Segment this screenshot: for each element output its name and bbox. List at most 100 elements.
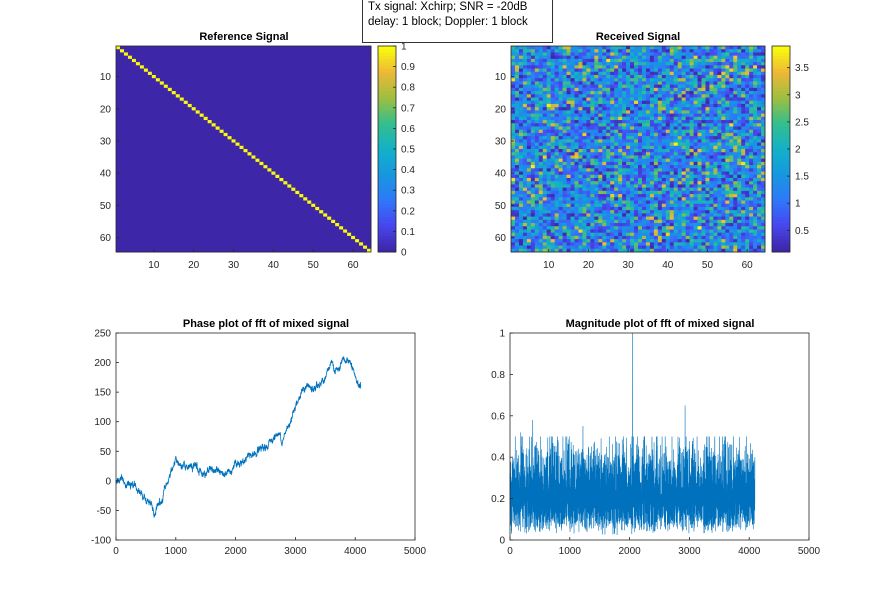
heatmap-cell [602,84,607,89]
heatmap-cell [287,235,292,240]
heatmap-cell [546,46,552,50]
heatmap-cell [653,74,659,79]
heatmap-cell [291,100,296,105]
heatmap-cell [203,58,209,63]
heatmap-cell [219,126,224,131]
heatmap-cell [139,200,145,205]
heatmap-cell [127,194,133,198]
heatmap-cell [127,46,133,50]
heatmap-cell [279,68,284,73]
heatmap-cell [582,84,587,89]
heatmap-cell [295,123,300,127]
heatmap-cell [319,229,324,234]
heatmap-cell [183,71,189,76]
heatmap-cell [570,65,575,69]
heatmap-cell [335,58,340,63]
heatmap-cell [343,213,348,217]
heatmap-cell [231,68,236,73]
heatmap-cell [199,206,205,211]
heatmap-cell [139,116,145,121]
heatmap-cell [155,223,161,227]
heatmap-cell [363,68,368,73]
heatmap-cell [753,74,758,79]
heatmap-cell [638,49,643,53]
heatmap-cell [638,87,643,92]
heatmap-cell [219,132,224,137]
heatmap-cell [187,226,193,230]
heatmap-cell [315,177,320,182]
heatmap-cell [283,181,288,185]
heatmap-cell [255,107,260,111]
heatmap-cell [223,194,228,198]
heatmap-cell [271,58,276,63]
heatmap-cell [351,239,356,243]
heatmap-cell [259,239,264,243]
heatmap-cell [247,74,252,79]
heatmap-cell [279,168,284,172]
heatmap-cell [335,187,340,192]
heatmap-cell [717,68,722,73]
heatmap-cell [319,200,324,205]
heatmap-cell [538,62,544,66]
heatmap-cell [518,74,524,79]
heatmap-cell [239,113,244,118]
heatmap-cell [203,136,209,140]
heatmap-cell [279,184,284,189]
heatmap-cell [135,158,141,163]
heatmap-cell [590,52,595,57]
heatmap-cell [247,113,252,118]
heatmap-cell [299,132,304,137]
heatmap-cell [542,55,548,60]
heatmap-cell [709,58,714,63]
heatmap-cell [247,174,252,179]
heatmap-cell [554,71,560,76]
heatmap-cell [626,78,631,82]
heatmap-cell [123,74,129,79]
heatmap-cell [131,103,137,108]
heatmap-cell [131,113,137,118]
heatmap-cell [167,94,173,98]
heatmap-cell [263,168,268,172]
heatmap-cell [187,200,193,205]
heatmap-cell [183,49,189,53]
heatmap-cell [219,165,224,169]
heatmap-cell [275,113,280,118]
heatmap-cell [538,81,544,86]
heatmap-cell [335,123,340,127]
heatmap-cell [155,78,161,82]
heatmap-cell [239,223,244,227]
heatmap-cell [331,226,336,230]
heatmap-cell [239,190,244,195]
heatmap-cell [187,52,193,57]
heatmap-cell [267,126,272,131]
heatmap-cell [327,62,332,66]
heatmap-cell [319,145,324,150]
heatmap-cell [135,168,141,172]
heatmap-cell [578,52,583,57]
heatmap-cell [215,242,220,246]
heatmap-cell [546,52,552,57]
heatmap-cell [187,197,193,201]
heatmap-cell [155,187,161,192]
heatmap-cell [243,152,248,156]
heatmap-cell [351,158,356,163]
heatmap-cell [311,200,316,205]
heatmap-cell [267,210,272,214]
heatmap-cell [135,116,141,121]
heatmap-cell [701,58,706,63]
heatmap-cell [227,203,232,208]
heatmap-cell [203,181,209,185]
heatmap-cell [207,49,213,53]
heatmap-cell [179,81,185,86]
heatmap-cell [143,181,149,185]
heatmap-cell [606,49,611,53]
heatmap-cell [661,65,667,69]
heatmap-cell [139,235,145,240]
heatmap-cell [327,78,332,82]
heatmap-cell [275,232,280,237]
heatmap-cell [721,71,726,76]
heatmap-cell [355,55,360,60]
heatmap-cell [139,152,145,156]
heatmap-cell [578,87,583,92]
heatmap-cell [207,168,213,172]
